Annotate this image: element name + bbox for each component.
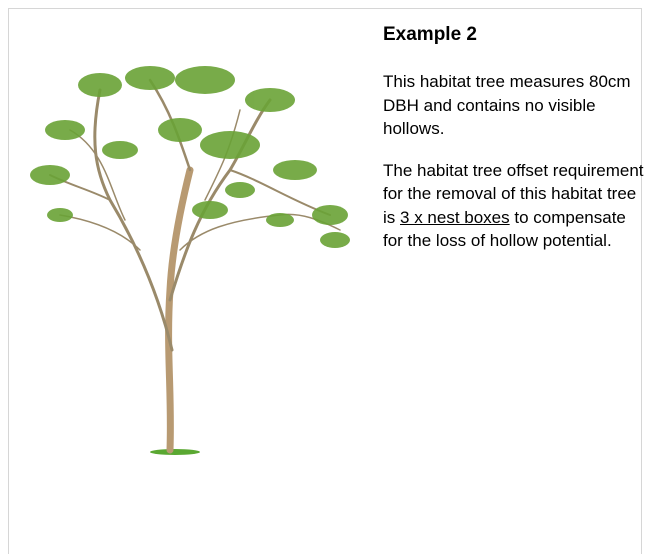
page: Example 2 This habitat tree measures 80c… — [0, 0, 651, 547]
paragraph: This habitat tree measures 80cm DBH and … — [383, 70, 645, 141]
tree-image — [30, 50, 360, 470]
underlined-text: 3 x nest boxes — [400, 208, 510, 227]
paragraph: The habitat tree offset requirement for … — [383, 159, 645, 253]
description: Example 2 This habitat tree measures 80c… — [383, 22, 645, 271]
heading: Example 2 — [383, 22, 645, 48]
